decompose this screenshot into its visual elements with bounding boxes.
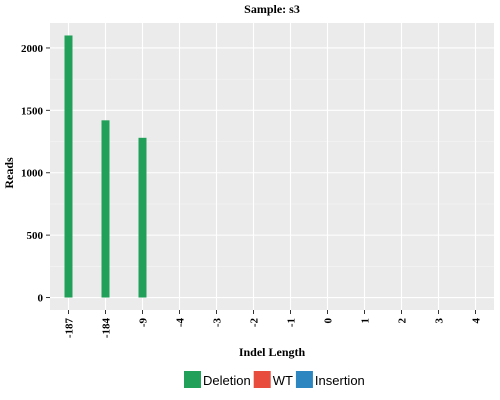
y-tick-label: 2000 <box>21 43 44 55</box>
legend-label-wt: WT <box>273 373 293 388</box>
x-tick-label: -3 <box>212 318 224 328</box>
legend-key-wt <box>253 371 271 388</box>
chart-title: Sample: s3 <box>244 2 300 16</box>
legend-key-deletion <box>184 371 201 388</box>
bars <box>64 35 147 298</box>
bar-deletion--184 <box>101 120 110 298</box>
x-tick-label: 0 <box>323 318 335 324</box>
x-tick-label: -187 <box>64 318 76 339</box>
x-tick-label: -9 <box>138 318 150 328</box>
y-axis-label: Reads <box>2 157 16 189</box>
plot-panel <box>50 23 494 310</box>
x-tick-label: -1 <box>286 318 298 327</box>
x-tick-label: -4 <box>175 318 187 328</box>
legend-key-insertion <box>295 371 313 388</box>
x-tick-label: -184 <box>101 318 113 339</box>
x-axis-label: Indel Length <box>239 345 306 359</box>
x-tick-label: -2 <box>249 318 261 328</box>
x-tick-label: 4 <box>471 318 483 324</box>
y-tick-label: 1000 <box>21 168 44 180</box>
bar-deletion--187 <box>64 35 73 298</box>
grid-major <box>50 23 494 310</box>
x-tick-label: 2 <box>397 318 409 324</box>
grid-minor <box>50 78 494 267</box>
legend-label-insertion: Insertion <box>315 373 365 388</box>
y-tick-label: 0 <box>38 293 44 305</box>
y-tick-label: 1500 <box>21 105 44 117</box>
y-tick-label: 500 <box>27 230 44 242</box>
legend: Deletion WT Insertion <box>184 371 365 388</box>
x-tick-label: 3 <box>434 318 446 324</box>
x-tick-label: 1 <box>360 318 372 324</box>
y-axis: 0 500 1000 1500 2000 <box>21 43 50 305</box>
x-axis: -187 -184 -9 -4 -3 -2 -1 0 1 2 3 4 <box>64 310 483 338</box>
bar-deletion--9 <box>138 137 147 298</box>
legend-label-deletion: Deletion <box>203 373 251 388</box>
